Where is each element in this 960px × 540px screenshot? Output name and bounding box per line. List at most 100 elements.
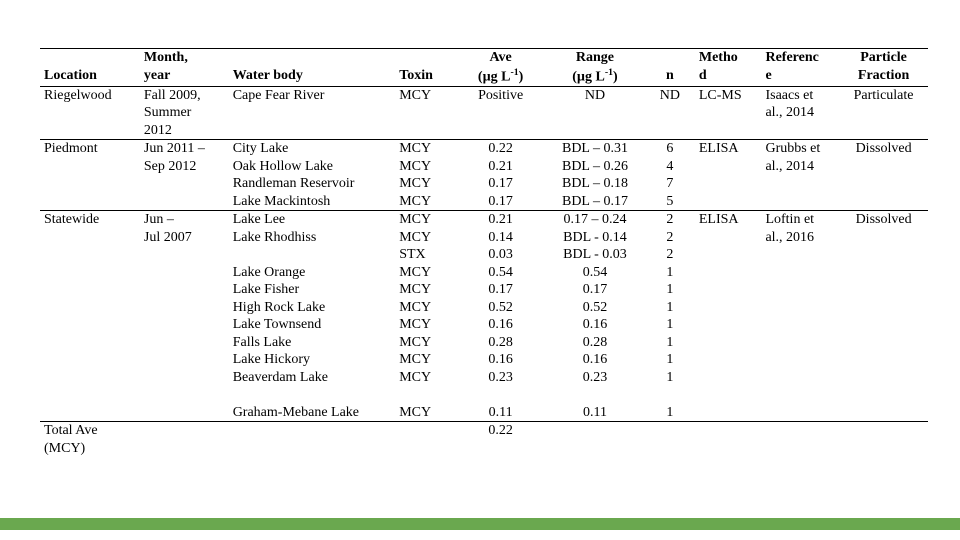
cell-range: BDL – 0.26: [545, 158, 645, 176]
cell-month: Fall 2009,: [140, 86, 229, 104]
hdr-fraction-2: Fraction: [839, 67, 928, 87]
cell-ave: 0.16: [456, 351, 545, 369]
cell-method: ELISA: [695, 211, 762, 229]
cell-toxin: MCY: [395, 264, 456, 282]
cell-method: ELISA: [695, 140, 762, 158]
cell-waterbody: Lake Orange: [229, 264, 396, 282]
cell-range: 0.16: [545, 351, 645, 369]
cell-ref: al., 2016: [761, 229, 839, 247]
cell-n: 5: [645, 193, 695, 211]
table-row: Jul 2007 Lake Rhodhiss MCY 0.14 BDL - 0.…: [40, 229, 928, 247]
cell-waterbody: Lake Lee: [229, 211, 396, 229]
cell-waterbody: Falls Lake: [229, 334, 396, 352]
table-row: Falls Lake MCY 0.28 0.28 1: [40, 334, 928, 352]
cell-ref: al., 2014: [761, 158, 839, 176]
table-row: Piedmont Jun 2011 – City Lake MCY 0.22 B…: [40, 140, 928, 158]
footer-accent-bar: [0, 518, 960, 530]
cell-ave: 0.54: [456, 264, 545, 282]
hdr-location-2: Location: [40, 67, 140, 87]
cell-n: ND: [645, 86, 695, 104]
hdr-n-1: [645, 49, 695, 67]
cell-toxin: STX: [395, 246, 456, 264]
cell-toxin: MCY: [395, 334, 456, 352]
cell-ave: 0.21: [456, 158, 545, 176]
cell-n: 1: [645, 369, 695, 387]
cell-ref: al., 2014: [761, 104, 839, 122]
cell-range: 0.16: [545, 316, 645, 334]
cell-toxin: MCY: [395, 158, 456, 176]
cell-toxin: MCY: [395, 299, 456, 317]
cell-toxin: MCY: [395, 211, 456, 229]
table-row: Beaverdam Lake MCY 0.23 0.23 1: [40, 369, 928, 387]
footer-label: Total Ave: [40, 422, 140, 440]
cell-n: 1: [645, 264, 695, 282]
cell-month: Jul 2007: [140, 229, 229, 247]
hdr-method-1: Metho: [695, 49, 762, 67]
cell-toxin: MCY: [395, 281, 456, 299]
page: Month, Ave Range Metho Referenc Particle…: [0, 0, 960, 540]
cell-range: 0.17: [545, 281, 645, 299]
table-row: Summer al., 2014: [40, 104, 928, 122]
cell-n: 1: [645, 299, 695, 317]
cell-ave: 0.14: [456, 229, 545, 247]
cell-ave: Positive: [456, 86, 545, 104]
table-row: Lake Fisher MCY 0.17 0.17 1: [40, 281, 928, 299]
cell-range: BDL – 0.18: [545, 175, 645, 193]
cell-waterbody: Randleman Reservoir: [229, 175, 396, 193]
cell-ave: 0.16: [456, 316, 545, 334]
cell-n: 1: [645, 316, 695, 334]
hdr-location-1: [40, 49, 140, 67]
cell-range: BDL - 0.14: [545, 229, 645, 247]
cell-location: Riegelwood: [40, 86, 140, 104]
hdr-range-2: (µg L-1): [545, 67, 645, 87]
hdr-month-1: Month,: [140, 49, 229, 67]
cell-fraction: Particulate: [839, 86, 928, 104]
hdr-waterbody-2: Water body: [229, 67, 396, 87]
cell-toxin: MCY: [395, 404, 456, 422]
cell-toxin: MCY: [395, 140, 456, 158]
cell-waterbody: Oak Hollow Lake: [229, 158, 396, 176]
hdr-method-2: d: [695, 67, 762, 87]
toxin-table: Month, Ave Range Metho Referenc Particle…: [40, 48, 928, 457]
cell-range: 0.52: [545, 299, 645, 317]
hdr-toxin-2: Toxin: [395, 67, 456, 87]
table-row: High Rock Lake MCY 0.52 0.52 1: [40, 299, 928, 317]
cell-n: 2: [645, 229, 695, 247]
table-row: Sep 2012 Oak Hollow Lake MCY 0.21 BDL – …: [40, 158, 928, 176]
cell-ref: Grubbs et: [761, 140, 839, 158]
cell-toxin: MCY: [395, 369, 456, 387]
table-row: Lake Mackintosh MCY 0.17 BDL – 0.17 5: [40, 193, 928, 211]
cell-ref: Isaacs et: [761, 86, 839, 104]
cell-range: 0.17 – 0.24: [545, 211, 645, 229]
cell-waterbody: City Lake: [229, 140, 396, 158]
cell-fraction: Dissolved: [839, 140, 928, 158]
cell-waterbody: Cape Fear River: [229, 86, 396, 104]
cell-n: 7: [645, 175, 695, 193]
cell-month: Jun 2011 –: [140, 140, 229, 158]
footer-row-1: Total Ave 0.22: [40, 422, 928, 440]
cell-ave: 0.22: [456, 140, 545, 158]
hdr-month-2: year: [140, 67, 229, 87]
cell-ave: 0.11: [456, 404, 545, 422]
cell-n: 1: [645, 351, 695, 369]
footer-label: (MCY): [40, 440, 140, 458]
cell-waterbody: Lake Rhodhiss: [229, 229, 396, 247]
cell-range: ND: [545, 86, 645, 104]
cell-month: Summer: [140, 104, 229, 122]
cell-waterbody: [229, 246, 396, 264]
cell-toxin: MCY: [395, 229, 456, 247]
cell-waterbody: Lake Townsend: [229, 316, 396, 334]
cell-n: 2: [645, 211, 695, 229]
cell-n: 2: [645, 246, 695, 264]
cell-waterbody: Lake Hickory: [229, 351, 396, 369]
cell-n: 4: [645, 158, 695, 176]
cell-method: LC-MS: [695, 86, 762, 104]
hdr-ave-2: (µg L-1): [456, 67, 545, 87]
hdr-ave-1: Ave: [456, 49, 545, 67]
cell-location: Piedmont: [40, 140, 140, 158]
cell-range: 0.23: [545, 369, 645, 387]
hdr-toxin-1: [395, 49, 456, 67]
table-row: Riegelwood Fall 2009, Cape Fear River MC…: [40, 86, 928, 104]
cell-n: 1: [645, 404, 695, 422]
header-row-2: Location year Water body Toxin (µg L-1) …: [40, 67, 928, 87]
